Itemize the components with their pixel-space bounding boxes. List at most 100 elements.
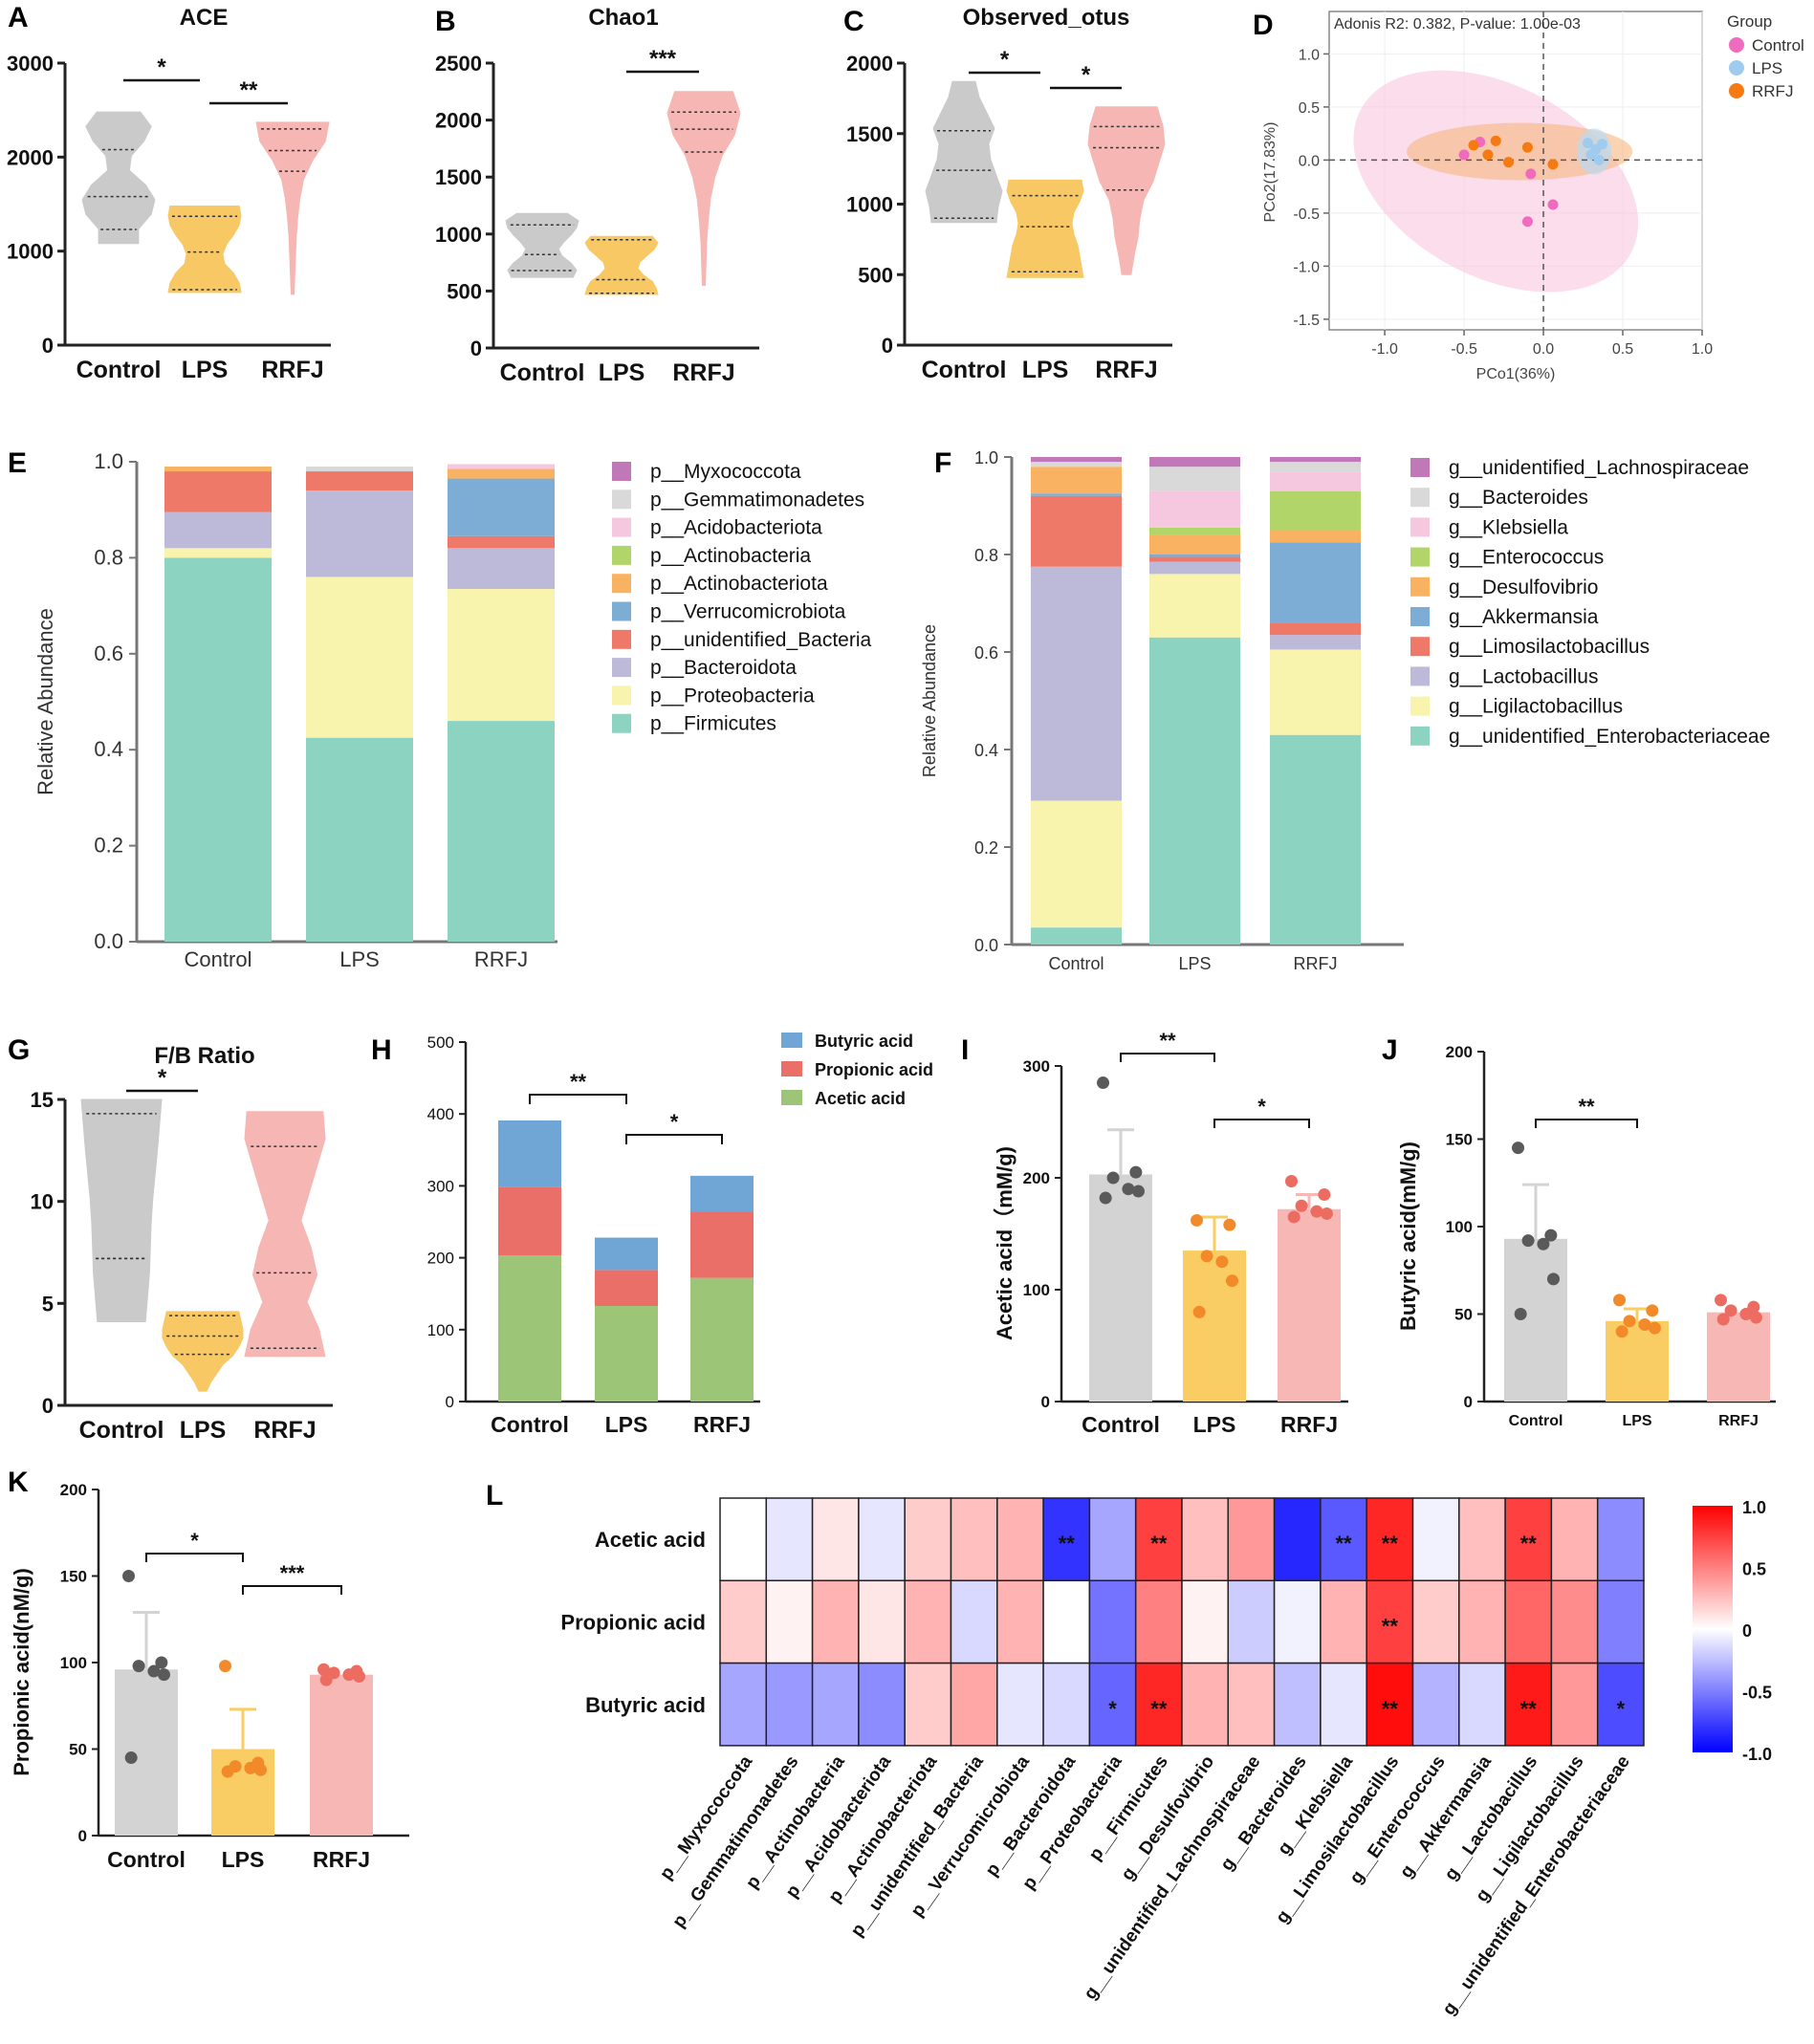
heatmap-cell xyxy=(1227,1497,1276,1582)
panel-letter: A xyxy=(8,2,29,33)
violin-RRFJ xyxy=(667,91,741,286)
y-tick-label: 3000 xyxy=(7,52,54,76)
bar-segment-g__Klebsiella xyxy=(1149,490,1240,528)
y-axis-label: Acetic acid（mM/g) xyxy=(993,1146,1016,1340)
stacked-panel-E: E 0.0 0.2 0.4 0.6 0.8 1.0 Relative Abundance Con… xyxy=(8,447,871,971)
legend-swatch xyxy=(781,1033,802,1048)
point-RRFJ xyxy=(1547,159,1559,170)
bar-segment-g__Desulfovibrio xyxy=(1270,530,1361,543)
y-tick-label: 0.0 xyxy=(94,929,123,953)
panel-letter: H xyxy=(371,1034,392,1066)
colorbar-tick-label: 1.0 xyxy=(1742,1498,1766,1517)
legend-label: LPS xyxy=(1752,59,1782,77)
point-LPS xyxy=(1583,138,1594,149)
data-point xyxy=(352,1669,365,1683)
legend-label: p__Actinobacteria xyxy=(650,545,811,567)
heatmap-cell xyxy=(1504,1662,1553,1747)
legend-swatch xyxy=(1410,576,1430,597)
violin-Control xyxy=(81,111,156,245)
legend-swatch xyxy=(612,574,631,594)
y-tick-label: 1500 xyxy=(435,165,482,189)
y-tick-label: 0.5 xyxy=(1299,100,1320,117)
legend-swatch xyxy=(1410,547,1430,567)
data-point xyxy=(1191,1213,1204,1227)
significance-stars: ** xyxy=(1382,1697,1399,1721)
heatmap-cell xyxy=(904,1497,952,1582)
heatmap-cell xyxy=(765,1579,814,1664)
legend-swatch xyxy=(612,713,631,733)
x-tick-label: RRFJ xyxy=(1280,1412,1338,1437)
y-tick-label: 5 xyxy=(42,1292,54,1316)
bar-segment-g__Bacteroides xyxy=(1270,462,1361,472)
y-tick-label: 100 xyxy=(60,1654,87,1672)
y-tick-label: 300 xyxy=(427,1177,454,1195)
heatmap-cell xyxy=(1366,1662,1414,1747)
heatmap-cell xyxy=(996,1579,1044,1664)
x-tick-label: LPS xyxy=(1022,357,1069,383)
violin-panel-G: G F/B Ratio 0 5 10 15 Control LPS RRFJ * xyxy=(8,1034,333,1444)
legend-label: p__Proteobacteria xyxy=(650,685,815,707)
y-tick-label: 200 xyxy=(60,1481,87,1499)
x-tick-label: Control xyxy=(1048,954,1104,973)
legend-swatch xyxy=(1410,666,1430,686)
significance-stars: ** xyxy=(1578,1095,1595,1119)
x-tick-label: LPS xyxy=(1178,954,1211,973)
x-tick-label: Control xyxy=(500,359,585,386)
column-label: g__unidentified_Lachnospiraceae xyxy=(1081,1752,1265,2004)
panel-letter: C xyxy=(843,6,864,37)
legend-swatch xyxy=(612,517,631,537)
y-axis-label: Propionic acid(nM/g) xyxy=(10,1568,33,1776)
significance-bracket xyxy=(1535,1119,1638,1128)
point-Control xyxy=(1458,149,1470,161)
heatmap-cell xyxy=(1596,1579,1645,1664)
x-tick-label: Control xyxy=(491,1412,569,1437)
row-label: Butyric acid xyxy=(585,1693,706,1717)
bar-segment-p__Gemmatimonadetes xyxy=(306,467,413,472)
significance-stars: * xyxy=(1082,62,1091,88)
bar-RRFJ xyxy=(310,1674,373,1836)
bar-segment-g__unidentified_Lachnospiraceae xyxy=(1270,457,1361,463)
heatmap-cell xyxy=(950,1579,998,1664)
significance-bracket xyxy=(1120,1053,1215,1062)
y-axis-label: Relative Abundance xyxy=(33,608,57,795)
chart-title: Adonis R2: 0.382, P-value: 1.00e-03 xyxy=(1334,16,1581,33)
data-point xyxy=(1537,1237,1550,1250)
panel-letter: G xyxy=(8,1034,30,1066)
legend-swatch xyxy=(612,545,631,565)
x-tick-label: Control xyxy=(922,357,1007,383)
data-point xyxy=(1192,1305,1206,1318)
y-tick-label: 2500 xyxy=(435,52,482,76)
heatmap-cell xyxy=(1273,1497,1322,1582)
y-tick-label: 1500 xyxy=(846,122,893,146)
panel-letter: B xyxy=(435,6,456,37)
violin-RRFJ xyxy=(255,121,330,295)
heatmap-cell xyxy=(904,1662,952,1747)
significance-stars: * xyxy=(1000,47,1010,73)
y-tick-label: 500 xyxy=(858,263,893,287)
point-LPS xyxy=(1596,139,1607,150)
bar-segment-p__Proteobacteria xyxy=(164,548,272,558)
x-tick-label: Control xyxy=(107,1847,186,1872)
significance-stars: ** xyxy=(1159,1029,1176,1053)
data-point xyxy=(1215,1255,1229,1269)
bar-segment-p__Firmicutes xyxy=(448,721,555,942)
y-tick-label: 0.6 xyxy=(974,643,998,663)
data-point xyxy=(1715,1294,1728,1307)
data-point xyxy=(1287,1210,1300,1224)
bar-RRFJ xyxy=(1707,1312,1770,1402)
significance-bracket xyxy=(529,1094,627,1104)
data-point xyxy=(1739,1308,1753,1320)
legend-label: p__Gemmatimonadetes xyxy=(650,489,864,511)
bar-segment-g__Lactobacillus xyxy=(1149,561,1240,575)
data-point xyxy=(1724,1304,1738,1317)
bar-segment-g__Klebsiella xyxy=(1270,471,1361,491)
data-point xyxy=(122,1570,136,1582)
heatmap-cell xyxy=(1320,1662,1367,1747)
data-point xyxy=(157,1668,170,1682)
heatmap-cell xyxy=(1411,1579,1460,1664)
bar-segment-g__unidentified_Enterobacteriaceae xyxy=(1270,734,1361,945)
legend-label: g__Enterococcus xyxy=(1449,547,1604,569)
data-point xyxy=(147,1664,161,1678)
legend-swatch xyxy=(781,1061,802,1076)
